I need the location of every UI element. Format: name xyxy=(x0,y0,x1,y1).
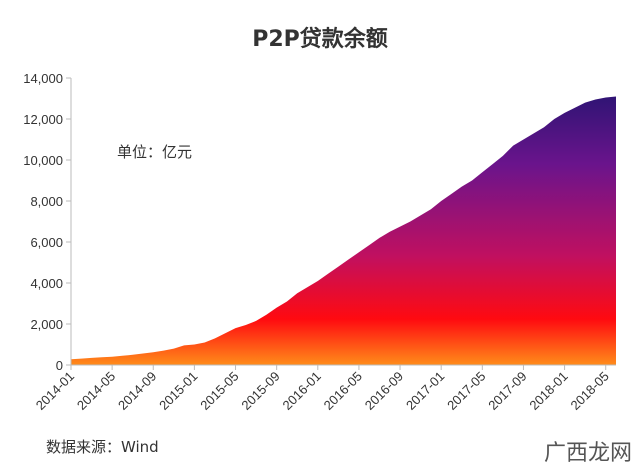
y-tick-label: 12,000 xyxy=(23,112,63,127)
x-tick-label: 2015-05 xyxy=(197,369,241,413)
x-tick-label: 2014-01 xyxy=(33,369,77,413)
chart-title: P2P贷款余额 xyxy=(252,26,388,52)
unit-label: 单位：亿元 xyxy=(117,143,192,161)
x-tick-label: 2015-09 xyxy=(238,369,282,413)
y-tick-label: 0 xyxy=(56,358,63,373)
area-layer xyxy=(71,96,616,365)
y-tick-label: 14,000 xyxy=(23,71,63,86)
x-tick-label: 2016-09 xyxy=(362,369,406,413)
x-tick-label: 2015-01 xyxy=(156,369,200,413)
x-tick-label: 2018-05 xyxy=(567,369,611,413)
x-tick-label: 2016-01 xyxy=(280,369,324,413)
site-watermark: 广西龙网 xyxy=(543,441,632,466)
y-tick-label: 4,000 xyxy=(30,276,63,291)
x-tick-label: 2016-05 xyxy=(321,369,365,413)
x-tick-label: 2014-09 xyxy=(115,369,159,413)
area-series xyxy=(71,96,616,365)
y-tick-label: 2,000 xyxy=(30,317,63,332)
y-tick-label: 6,000 xyxy=(30,235,63,250)
y-tick-label: 10,000 xyxy=(23,153,63,168)
x-tick-label: 2017-09 xyxy=(485,369,529,413)
x-tick-label: 2014-05 xyxy=(74,369,118,413)
x-tick-label: 2018-01 xyxy=(526,369,570,413)
x-tick-label: 2017-05 xyxy=(444,369,488,413)
y-tick-label: 8,000 xyxy=(30,194,63,209)
x-tick-label: 2017-01 xyxy=(403,369,447,413)
source-note: 数据来源：Wind xyxy=(46,438,159,456)
